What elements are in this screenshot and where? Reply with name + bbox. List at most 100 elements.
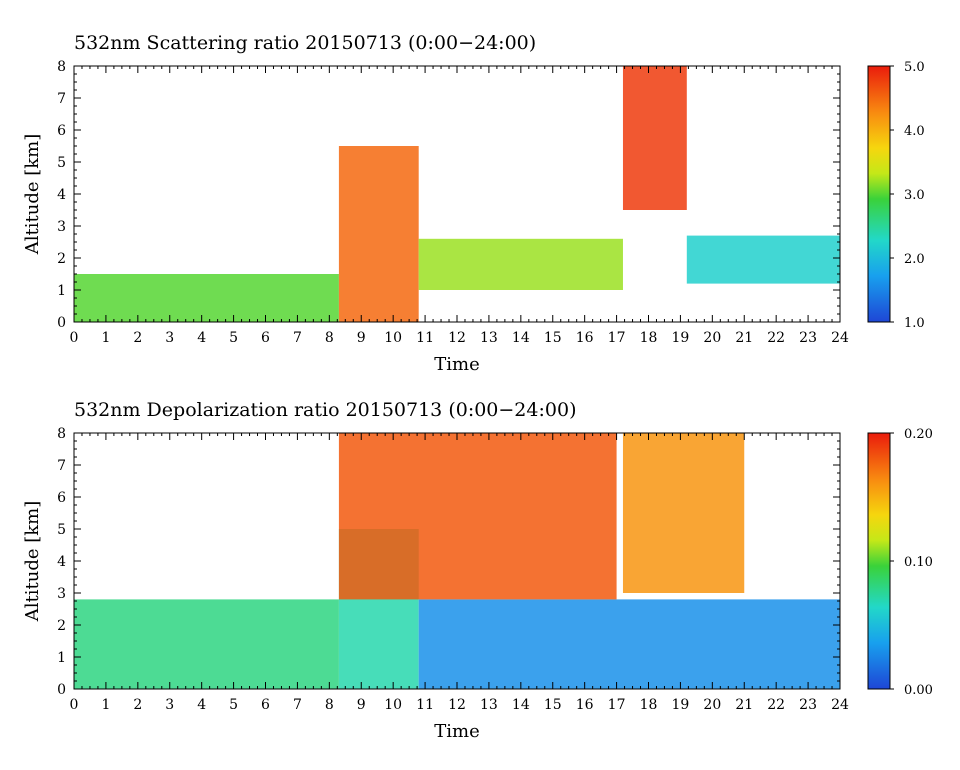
- x-tick-label: 12: [448, 697, 466, 713]
- scattering-data-layer: [74, 66, 840, 322]
- x-tick-label: 3: [165, 330, 174, 346]
- x-tick-label: 2: [133, 697, 142, 713]
- depolarization-ylabel: Altitude [km]: [22, 501, 43, 623]
- y-tick-label: 8: [57, 59, 66, 75]
- colorbar-tick-label: 0.10: [904, 555, 933, 570]
- y-tick-label: 8: [57, 426, 66, 442]
- x-tick-label: 1: [101, 330, 110, 346]
- x-tick-label: 4: [197, 330, 206, 346]
- x-tick-label: 11: [416, 697, 434, 713]
- x-tick-label: 24: [831, 330, 849, 346]
- feature-elevated-aerosol-layer: [686, 235, 840, 284]
- depolarization-xlabel: Time: [434, 721, 479, 742]
- x-tick-label: 10: [384, 330, 402, 346]
- y-tick-label: 5: [57, 155, 66, 171]
- x-tick-label: 2: [133, 330, 142, 346]
- x-tick-label: 21: [735, 330, 753, 346]
- x-tick-label: 14: [512, 330, 530, 346]
- x-tick-label: 10: [384, 697, 402, 713]
- scattering-xlabel: Time: [434, 354, 479, 375]
- x-tick-label: 22: [767, 330, 785, 346]
- feature-convective-clouds: [338, 146, 419, 322]
- x-tick-label: 15: [544, 330, 562, 346]
- x-tick-label: 14: [512, 697, 530, 713]
- x-tick-label: 13: [480, 697, 498, 713]
- depolarization-axes: 0 1 2 3 4 5 6 7 8 9 10 11 12 13 14 15 16 17 18 19 20 21 22 23 24…: [57, 426, 849, 713]
- y-tick-label: 3: [57, 219, 66, 235]
- y-tick-label: 0: [57, 682, 66, 698]
- y-tick-label: 1: [57, 650, 66, 666]
- x-tick-label: 9: [357, 697, 366, 713]
- x-tick-label: 18: [640, 330, 658, 346]
- depolarization-colorbar-ticks: 0.00 0.10 0.20: [890, 427, 933, 698]
- x-tick-label: 16: [576, 330, 594, 346]
- x-tick-label: 20: [703, 330, 721, 346]
- y-tick-label: 2: [57, 618, 66, 634]
- y-tick-label: 3: [57, 586, 66, 602]
- y-tick-label: 4: [57, 554, 66, 570]
- y-tick-label: 6: [57, 123, 66, 139]
- x-tick-label: 0: [70, 330, 79, 346]
- colorbar-tick-label: 2.0: [904, 252, 925, 267]
- x-tick-label: 0: [70, 697, 79, 713]
- colorbar-tick-label: 1.0: [904, 316, 925, 331]
- y-tick-label: 7: [57, 458, 66, 474]
- x-tick-label: 18: [640, 697, 658, 713]
- scattering-ylabel: Altitude [km]: [22, 134, 43, 256]
- x-tick-label: 12: [448, 330, 466, 346]
- y-tick-label: 5: [57, 522, 66, 538]
- y-tick-label: 7: [57, 91, 66, 107]
- x-tick-label: 15: [544, 697, 562, 713]
- x-tick-label: 7: [293, 330, 302, 346]
- feature-noise-ice-above-layer: [338, 433, 617, 600]
- x-tick-label: 8: [325, 330, 334, 346]
- x-tick-label: 4: [197, 697, 206, 713]
- y-tick-label: 0: [57, 315, 66, 331]
- x-tick-label: 19: [672, 330, 690, 346]
- y-tick-label: 1: [57, 283, 66, 299]
- x-tick-label: 13: [480, 330, 498, 346]
- x-tick-label: 6: [261, 697, 270, 713]
- colorbar-tick-label: 5.0: [904, 60, 925, 75]
- feature-aerosol-layer: [418, 599, 840, 689]
- scattering-colorbar-ticks: 1.0 2.0 3.0 4.0 5.0: [890, 60, 925, 331]
- depolarization-title: 532nm Depolarization ratio 20150713 (0:0…: [74, 399, 576, 421]
- x-tick-label: 11: [416, 330, 434, 346]
- feature-boundary-layer-aerosol: [74, 599, 339, 689]
- colorbar-tick-label: 0.20: [904, 427, 933, 442]
- x-tick-label: 7: [293, 697, 302, 713]
- x-tick-label: 16: [576, 697, 594, 713]
- x-tick-label: 19: [672, 697, 690, 713]
- depolarization-colorbar: [867, 432, 891, 690]
- y-tick-label: 4: [57, 187, 66, 203]
- depolarization-data-layer: [74, 433, 840, 689]
- x-tick-label: 5: [229, 330, 238, 346]
- colorbar-tick-label: 4.0: [904, 124, 925, 139]
- x-tick-label: 20: [703, 697, 721, 713]
- feature-elevated-aerosol-layer: [418, 238, 623, 290]
- x-tick-label: 22: [767, 697, 785, 713]
- x-tick-label: 23: [799, 330, 817, 346]
- x-tick-label: 21: [735, 697, 753, 713]
- scattering-colorbar: [867, 65, 891, 323]
- y-tick-label: 6: [57, 490, 66, 506]
- y-tick-label: 2: [57, 251, 66, 267]
- x-tick-label: 17: [608, 697, 626, 713]
- depolarization-panel: 532nm Depolarization ratio 20150713 (0:0…: [22, 399, 933, 742]
- x-tick-label: 6: [261, 330, 270, 346]
- feature-ice-cloud: [622, 433, 745, 593]
- colorbar-tick-label: 3.0: [904, 188, 925, 203]
- scattering-title: 532nm Scattering ratio 20150713 (0:00−24…: [74, 32, 536, 54]
- x-tick-label: 23: [799, 697, 817, 713]
- x-tick-label: 9: [357, 330, 366, 346]
- x-tick-label: 8: [325, 697, 334, 713]
- feature-high-cloud: [622, 66, 687, 210]
- scattering-axes: 0 1 2 3 4 5 6 7 8 9 10 11 12 13 14 15 16 17 18 19 20 21 22 23 24…: [57, 59, 849, 346]
- x-tick-label: 24: [831, 697, 849, 713]
- x-tick-label: 5: [229, 697, 238, 713]
- feature-boundary-layer-aerosol: [74, 274, 339, 322]
- x-tick-label: 1: [101, 697, 110, 713]
- x-tick-label: 3: [165, 697, 174, 713]
- x-tick-label: 17: [608, 330, 626, 346]
